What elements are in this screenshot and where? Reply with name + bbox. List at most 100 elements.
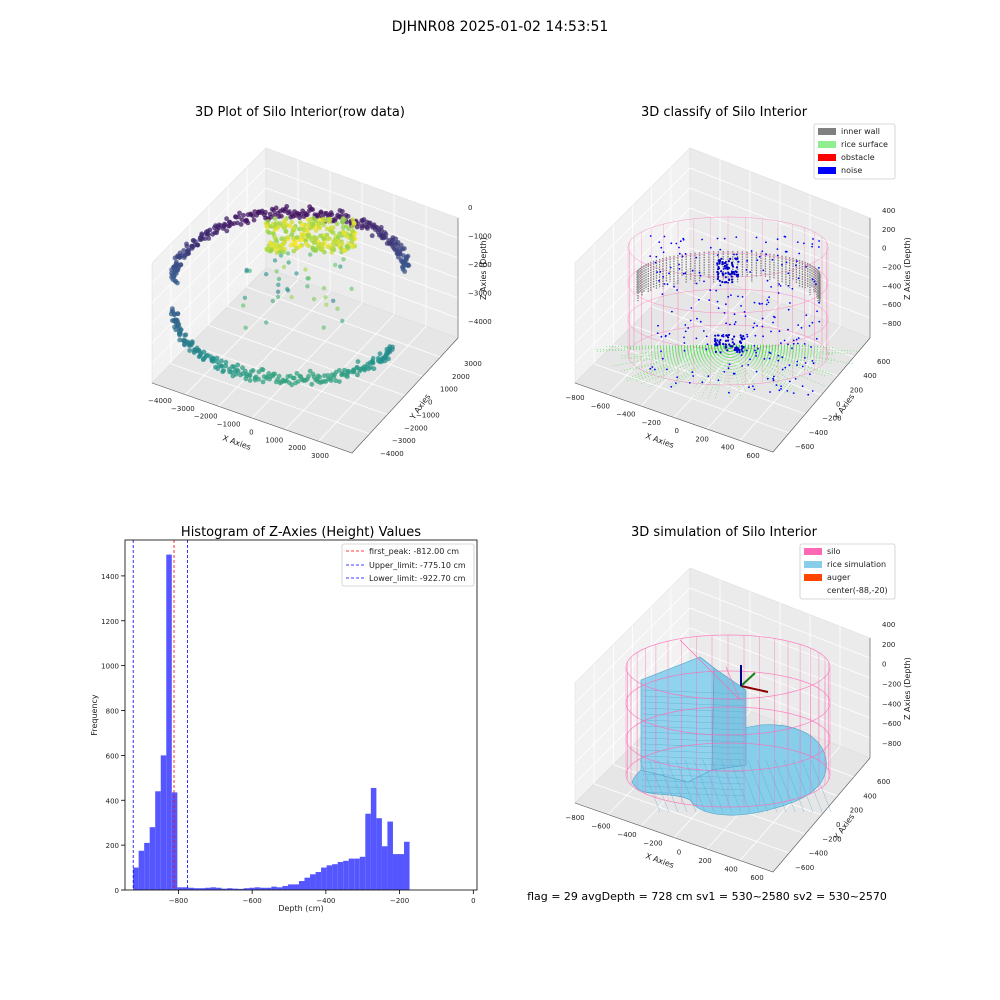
raw-point	[294, 271, 299, 276]
mesh-line	[693, 759, 715, 813]
noise-point	[745, 349, 748, 352]
noise-point	[776, 248, 779, 251]
noise-point	[797, 337, 800, 339]
noise-point	[675, 382, 677, 384]
legend-upper-limit: Upper_limit: -775.10 cm	[369, 561, 466, 570]
classify-y-tick-label: 600	[877, 358, 890, 366]
raw-point	[355, 359, 361, 364]
noise-point	[656, 271, 659, 273]
raw-x-tick-label: −4000	[148, 397, 172, 405]
raw-point	[341, 257, 346, 262]
noise-point	[727, 260, 731, 263]
histogram-bar	[332, 864, 338, 890]
noise-point	[690, 307, 693, 309]
raw-point	[241, 212, 246, 218]
noise-point	[742, 335, 745, 338]
raw-point	[237, 210, 242, 216]
histogram-bar	[149, 827, 156, 890]
noise-point	[801, 365, 804, 368]
raw-point	[178, 262, 184, 267]
raw-point	[400, 266, 406, 272]
noise-point	[716, 262, 719, 265]
noise-point	[805, 266, 807, 268]
histogram-bar	[376, 818, 382, 890]
noise-point	[811, 360, 814, 362]
raw-point	[275, 224, 281, 230]
noise-point	[796, 364, 798, 366]
histogram-bar	[404, 841, 410, 890]
raw-point	[294, 371, 300, 376]
raw-point	[308, 252, 313, 257]
mesh-line	[675, 759, 697, 813]
noise-point	[657, 324, 659, 327]
rice-surface-point	[729, 344, 779, 390]
raw-point	[360, 218, 365, 224]
noise-point	[744, 315, 747, 317]
noise-point	[716, 344, 719, 347]
raw-point	[310, 207, 315, 213]
noise-point	[736, 348, 739, 352]
noise-point	[716, 264, 719, 266]
y-tick-label: 600	[106, 752, 119, 760]
raw-point	[301, 227, 307, 233]
raw-point	[350, 228, 356, 234]
histogram-bar	[321, 867, 327, 890]
noise-point	[709, 246, 712, 249]
raw-point	[400, 246, 405, 252]
mesh-line	[756, 759, 778, 813]
noise-point	[716, 300, 719, 303]
noise-point	[727, 271, 730, 274]
classify-x-ticks: −800 −600 −400 −200 0 200 400 600	[565, 394, 759, 460]
histogram-bar	[260, 887, 266, 890]
noise-point	[813, 280, 816, 283]
raw-point	[243, 325, 248, 330]
classify-y-tick-label: 0	[836, 401, 840, 409]
histogram-bar	[370, 787, 377, 890]
noise-point	[787, 272, 790, 275]
noise-point	[696, 317, 698, 320]
raw-point	[285, 251, 291, 256]
noise-point	[808, 325, 811, 327]
noise-point	[775, 384, 778, 386]
classify-x-tick-label: 0	[674, 427, 678, 435]
rice-surface-point	[729, 344, 796, 392]
raw-point	[298, 243, 303, 249]
noise-point	[768, 351, 771, 354]
simulation-z-tick-label: −200	[882, 681, 901, 689]
raw-point	[315, 222, 321, 227]
classify-silo-wireframe	[627, 216, 829, 386]
noise-point	[715, 289, 718, 292]
rice-surface-point	[729, 344, 831, 373]
raw-point	[214, 359, 220, 365]
noise-point	[752, 385, 754, 388]
raw-point	[350, 244, 356, 250]
noise-point	[792, 342, 795, 345]
noise-point	[730, 294, 732, 296]
noise-point	[754, 349, 756, 352]
classify-z-label: Z Axies (Depth)	[903, 237, 912, 300]
y-tick-label: 0	[115, 887, 119, 895]
rice-surface-point	[665, 344, 731, 359]
noise-point	[723, 370, 726, 373]
raw-point	[224, 216, 230, 222]
raw-point	[383, 234, 388, 240]
classify-x-tick-label: 600	[746, 452, 759, 460]
noise-point	[716, 334, 720, 337]
raw-point	[273, 205, 279, 211]
noise-point	[766, 279, 769, 282]
raw-point	[350, 217, 356, 222]
raw-point	[321, 222, 326, 228]
noise-point	[717, 259, 720, 262]
classify-z-tick-label: 0	[882, 245, 886, 253]
raw-x-tick-label: −1000	[217, 421, 241, 429]
noise-point	[730, 261, 734, 265]
noise-point	[663, 235, 666, 238]
raw-z-tick-label: 0	[468, 204, 472, 212]
noise-point	[742, 345, 745, 349]
noise-point	[666, 368, 668, 371]
raw-point	[170, 306, 175, 311]
raw-point	[310, 246, 316, 251]
noise-point	[663, 283, 666, 285]
raw-point	[338, 245, 344, 251]
histogram-bar	[365, 813, 371, 890]
